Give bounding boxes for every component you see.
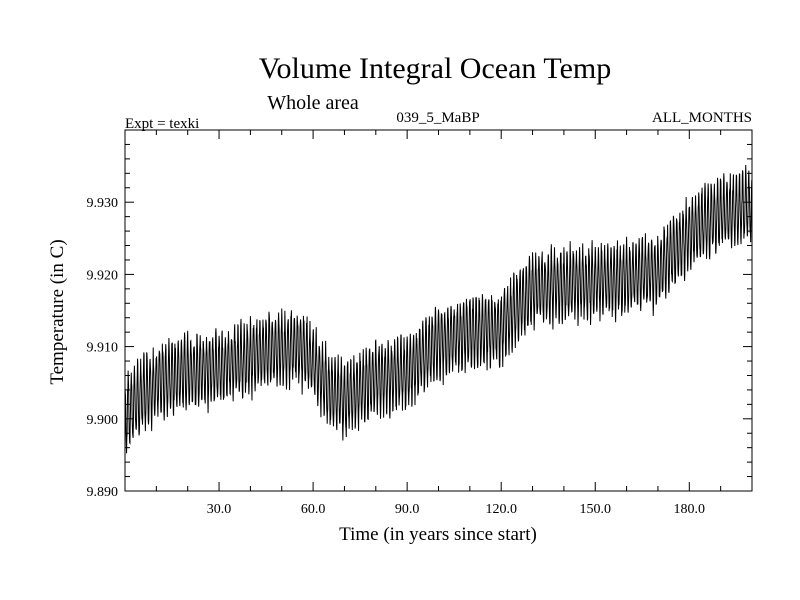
run-label: 039_5_MaBP [396, 110, 479, 126]
x-tick-label: 60.0 [301, 502, 326, 517]
months-label: ALL_MONTHS [652, 110, 752, 126]
y-axis-ticks: 9.890 9.900 9.910 9.920 9.930 [87, 143, 752, 500]
x-tick-label: 30.0 [207, 502, 232, 517]
x-axis-ticks: 30.0 60.0 90.0 120.0 150.0 180.0 [155, 130, 722, 517]
y-tick-label: 9.910 [87, 341, 119, 356]
chart-title: Volume Integral Ocean Temp [259, 52, 612, 85]
x-tick-label: 150.0 [580, 502, 612, 517]
series-group [124, 164, 753, 454]
x-axis-label: Time (in years since start) [339, 524, 537, 545]
chart-subtitle: Whole area [267, 92, 359, 114]
y-tick-label: 9.890 [87, 485, 119, 500]
y-tick-label: 9.920 [87, 268, 119, 283]
y-tick-label: 9.900 [87, 413, 119, 428]
x-tick-label: 120.0 [485, 502, 517, 517]
x-tick-label: 90.0 [395, 502, 420, 517]
series-line [124, 164, 753, 454]
experiment-label: Expt = texki [125, 116, 199, 132]
y-tick-label: 9.930 [87, 196, 119, 211]
y-axis-label: Temperature (in C) [47, 239, 68, 384]
x-tick-label: 180.0 [674, 502, 706, 517]
